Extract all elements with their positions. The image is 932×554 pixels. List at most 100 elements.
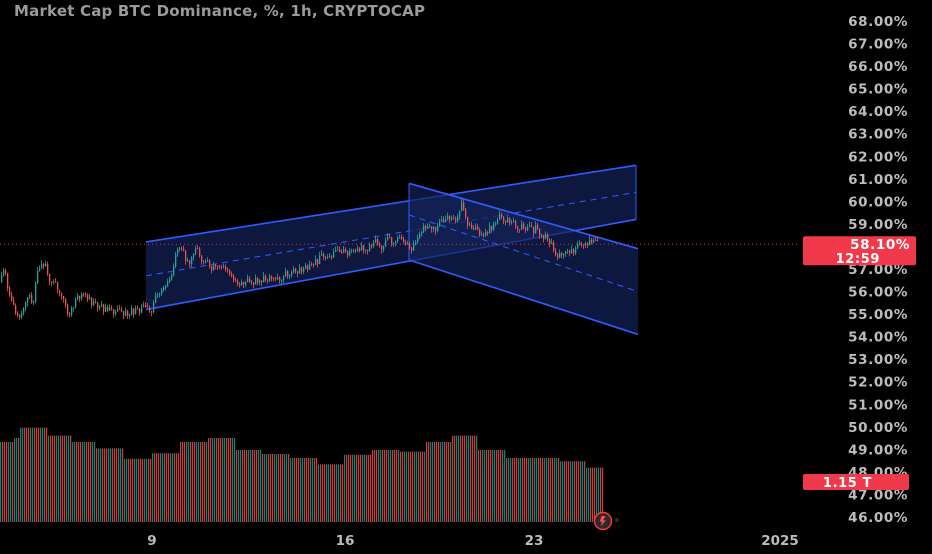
last-price-badge[interactable]: [803, 236, 916, 266]
candle-body: [257, 278, 259, 283]
lightning-icon[interactable]: [593, 511, 620, 531]
price-axis[interactable]: 68.00% 67.00% 66.00% 65.00% 64.00% 63.00% 62.0…: [803, 14, 916, 526]
volume-bar: [336, 464, 338, 522]
volume-bar: [390, 450, 392, 522]
volume-bar: [280, 454, 282, 522]
falling-channel-mid-line[interactable]: [408, 214, 639, 293]
volume-bar: [258, 450, 260, 522]
candle-body: [55, 281, 57, 283]
rising-channel-mid-line[interactable]: [145, 191, 637, 277]
volume-bar: [472, 435, 474, 522]
volume-bar: [24, 427, 26, 522]
rising-channel-upper-line[interactable]: [145, 164, 637, 243]
volume-bar: [192, 442, 194, 522]
candle-body: [303, 268, 305, 272]
volume-bar: [256, 450, 258, 522]
candle-body: [103, 304, 105, 312]
candle-body: [353, 250, 355, 252]
volume-bar: [288, 454, 290, 522]
volume-bar: [180, 442, 182, 522]
volume-bar: [500, 450, 502, 522]
candle-body: [389, 237, 391, 238]
candle-body: [247, 278, 249, 283]
volume-bar: [352, 454, 354, 522]
volume-bar: [572, 461, 574, 522]
volume-bar: [530, 458, 532, 522]
falling-channel-upper-line[interactable]: [408, 182, 639, 250]
candle-body: [71, 307, 73, 315]
volume-badge[interactable]: [803, 474, 909, 490]
volume-bar: [578, 461, 580, 522]
volume-bar: [58, 435, 60, 522]
volume-bar: [302, 458, 304, 522]
volume-bar: [150, 458, 152, 522]
candle-body: [39, 268, 41, 271]
candle-body: [373, 242, 375, 247]
candle-body: [585, 243, 587, 246]
volume-bar: [96, 448, 98, 522]
candle-body: [477, 226, 479, 230]
volume-bar: [194, 442, 196, 522]
volume-bar: [94, 442, 96, 522]
candle-body: [29, 294, 31, 298]
volume-bar: [418, 451, 420, 522]
volume-bar: [40, 427, 42, 522]
volume-bar: [270, 454, 272, 522]
volume-bar: [392, 450, 394, 522]
volume-bar: [136, 458, 138, 522]
volume-bar: [322, 464, 324, 522]
candle-body: [23, 308, 25, 314]
volume-bar: [568, 461, 570, 522]
volume-bar: [212, 438, 214, 522]
volume-bar: [448, 442, 450, 522]
candle-body: [199, 248, 201, 256]
time-axis[interactable]: 9 16 23 2025: [147, 533, 798, 549]
volume-bar: [388, 450, 390, 522]
candle-body: [557, 254, 559, 258]
price-tick-label: 68.00%: [848, 14, 908, 30]
candle-body: [423, 226, 425, 233]
candle-body: [567, 250, 569, 252]
volume-bar: [324, 464, 326, 522]
candle-body: [563, 253, 565, 256]
candle-body: [167, 281, 169, 287]
candle-body: [523, 223, 525, 228]
candle-body: [309, 264, 311, 270]
falling-channel-lower-line[interactable]: [408, 259, 639, 336]
volume-bar: [536, 458, 538, 522]
volume-bar: [486, 450, 488, 522]
candle-body: [393, 243, 395, 244]
candle-body: [99, 306, 101, 309]
candle-body: [425, 226, 427, 229]
candle-body: [285, 271, 287, 277]
candle-body: [343, 249, 345, 253]
falling-channel-fill: [409, 183, 638, 335]
lightning-icon-dot: [615, 518, 619, 522]
candle-body: [49, 273, 51, 282]
volume-bar: [286, 454, 288, 522]
volume-bar: [108, 448, 110, 522]
volume-bar: [316, 458, 318, 522]
volume-bar: [370, 454, 372, 522]
volume-bar: [586, 467, 588, 522]
volume-bar: [402, 451, 404, 522]
volume-bar: [54, 435, 56, 522]
volume-bar: [356, 454, 358, 522]
channel-drawings[interactable]: [145, 164, 639, 336]
candle-body: [581, 243, 583, 245]
candle-body: [469, 224, 471, 226]
volume-bar: [34, 427, 36, 522]
candle-body: [367, 249, 369, 252]
candle-body: [61, 292, 63, 296]
volume-bar: [290, 458, 292, 522]
volume-bar: [200, 442, 202, 522]
candle-body: [209, 260, 211, 267]
volume-bar: [306, 458, 308, 522]
volume-bar: [464, 435, 466, 522]
candle-body: [263, 275, 265, 283]
candle-body: [305, 265, 307, 269]
volume-bar: [32, 427, 34, 522]
volume-bar: [140, 458, 142, 522]
